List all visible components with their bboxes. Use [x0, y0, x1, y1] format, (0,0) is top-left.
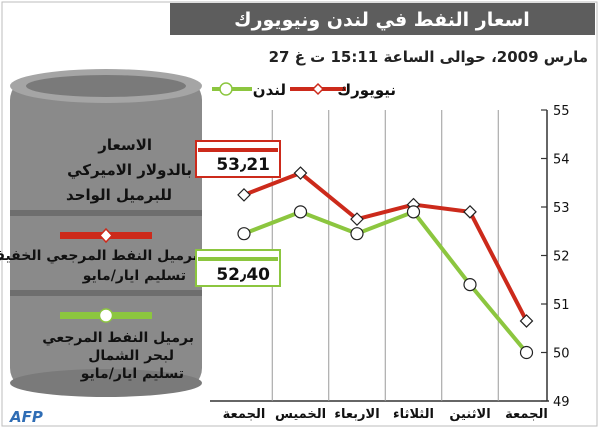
data-point-london [293, 205, 308, 219]
x-tick-label: الثلاثاء [393, 407, 434, 422]
data-point-london [350, 227, 364, 241]
y-tick-label: 51 [553, 298, 570, 313]
chart-title: اسعار النفط في لندن ونيويورك [234, 9, 530, 31]
barrel-text-north-sea: لبحر الشمال [88, 348, 174, 364]
barrel-legend-london-marker [98, 308, 114, 323]
barrel-illustration: الاسعار بالدولار الاميركي للبرميل الواحد… [0, 69, 202, 397]
data-point-london [406, 205, 421, 219]
legend-newyork-marker [311, 82, 325, 96]
chart-legend: نيويورك لندن [212, 81, 396, 99]
data-point-newyork [237, 188, 251, 202]
x-tick-label: الجمعة [505, 407, 548, 422]
x-tick-label: الخميس [275, 407, 326, 422]
y-tick-label: 53 [553, 201, 570, 216]
data-point-newyork [463, 205, 477, 219]
y-tick-label: 54 [553, 153, 570, 168]
barrel-text-delivery-1: تسليم ايار/مايو [82, 268, 186, 284]
y-axis-ticks: 49 50 51 52 53 54 55 [541, 104, 570, 410]
chart-subtitle: 27 مارس 2009، حوالى الساعة 15:11 ت غ [269, 48, 588, 66]
barrel-rib-upper [10, 210, 202, 216]
barrel-rib-lower [10, 290, 202, 296]
y-tick-label: 49 [553, 395, 570, 410]
legend-newyork-label: نيويورك [337, 81, 396, 99]
y-tick-label: 55 [553, 104, 570, 119]
callout-london-box [195, 249, 281, 287]
data-point-london [237, 227, 251, 241]
data-point-newyork [293, 166, 308, 180]
y-tick-label: 50 [553, 347, 570, 362]
barrel-legend-newyork-marker [98, 227, 114, 244]
data-point-london [519, 345, 534, 360]
barrel-lid [26, 75, 186, 97]
x-tick-label: الاربعاء [334, 407, 379, 422]
series-line-newyork [243, 171, 529, 322]
y-tick-label: 52 [553, 250, 570, 265]
x-axis-labels: الجمعة الخميس الاربعاء الثلاثاء الاثنين الجمع… [223, 407, 548, 422]
series-line-london [243, 209, 529, 354]
barrel-text-per-barrel: للبرميل الواحد [66, 186, 172, 204]
barrel-bottom [10, 369, 202, 397]
data-point-london [463, 278, 477, 292]
data-point-newyork [519, 314, 534, 328]
title-bar [170, 3, 595, 35]
credit-logo: AFP [9, 408, 43, 426]
callout-newyork-value: 53٫21 [216, 155, 270, 175]
series-markers [237, 166, 534, 360]
barrel-text-usd: بالدولار الاميركي [67, 161, 192, 179]
callout-london-value: 52٫40 [216, 265, 270, 285]
x-tick-label: الاثنين [449, 407, 490, 422]
legend-london-label: لندن [253, 81, 286, 99]
barrel-text-delivery-2: تسليم ايار/مايو [80, 366, 184, 382]
callout-london: 52٫40 [195, 249, 281, 287]
barrel-text-light-crude: برميل النفط المرجعي الخفيف [0, 248, 198, 264]
callout-newyork: 53٫21 [195, 140, 281, 178]
barrel-text-prices: الاسعار [97, 136, 152, 154]
x-tick-label: الجمعة [223, 407, 266, 422]
legend-london-marker [219, 82, 233, 96]
data-point-newyork [350, 212, 364, 226]
barrel-text-brent: برميل النفط المرجعي [42, 330, 194, 346]
callout-newyork-box [195, 140, 281, 178]
series-lines [243, 171, 529, 354]
